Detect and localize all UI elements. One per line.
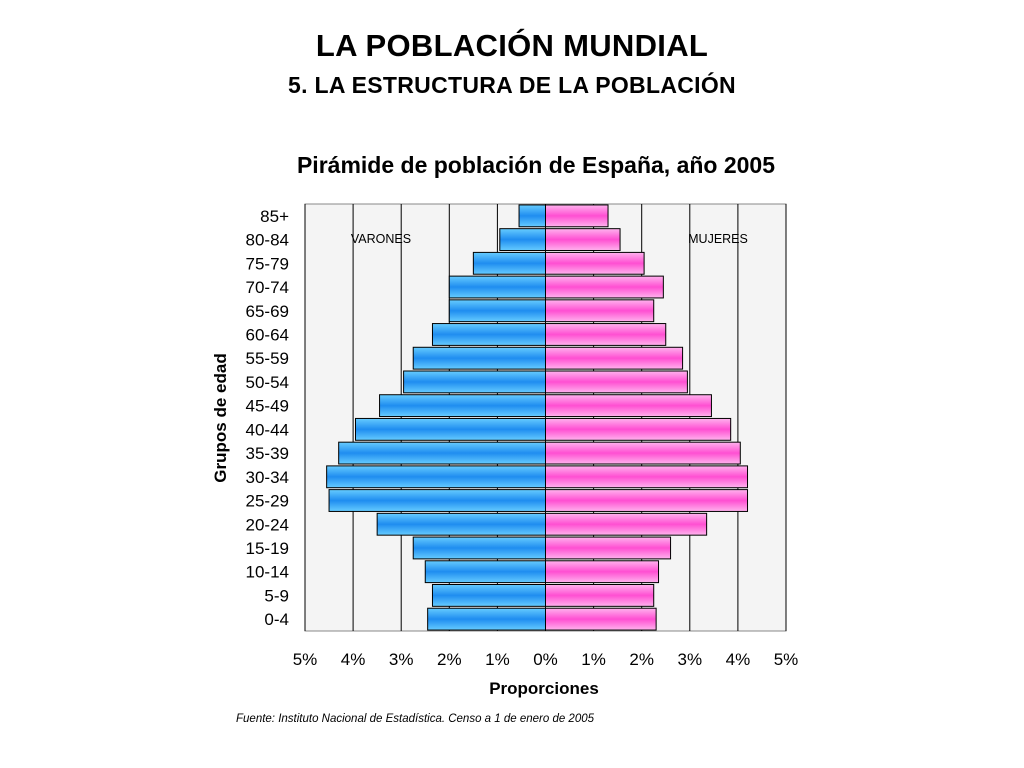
x-tick-label: 3% [389, 650, 414, 669]
bar-mujeres-60-64 [545, 323, 667, 346]
y-tick-label: 45-49 [246, 397, 289, 416]
bar-varones-30-34 [326, 465, 546, 489]
bar-mujeres-70-74 [545, 275, 664, 299]
bar-mujeres-0-4 [545, 607, 657, 631]
bar-varones-15-19 [412, 536, 546, 560]
y-tick-label: 10-14 [246, 563, 289, 582]
bar-varones-10-14 [424, 560, 546, 584]
y-tick-label: 85+ [260, 207, 289, 226]
y-tick-label: 15-19 [246, 539, 289, 558]
x-tick-label: 2% [629, 650, 654, 669]
x-tick-label: 0% [533, 650, 558, 669]
bar-varones-75-79 [472, 251, 547, 275]
bar-varones-35-39 [338, 441, 547, 465]
bar-mujeres-85+ [545, 204, 609, 228]
y-tick-label: 55-59 [246, 349, 289, 368]
bar-mujeres-15-19 [545, 536, 672, 560]
bar-varones-25-29 [328, 489, 546, 512]
grid-lines [304, 204, 787, 631]
bar-mujeres-55-59 [545, 346, 684, 370]
bar-varones-20-24 [376, 512, 546, 536]
bar-mujeres-80-84 [545, 228, 621, 251]
bar-mujeres-25-29 [545, 489, 749, 512]
y-tick-label: 65-69 [246, 302, 289, 321]
x-tick-label: 1% [581, 650, 606, 669]
bar-varones-70-74 [448, 275, 546, 299]
y-tick-label: 5-9 [264, 586, 289, 605]
bar-varones-45-49 [379, 394, 546, 418]
bars [326, 204, 749, 631]
bar-varones-60-64 [431, 323, 546, 346]
y-tick-labels: 0-4 5-9 10-14 15-19 20-24 25-29 30-34 35-39 40-4… [246, 207, 290, 629]
y-tick-label: 0-4 [264, 610, 289, 629]
x-axis-label: Proporciones [489, 679, 599, 698]
bar-mujeres-10-14 [545, 560, 660, 584]
bar-varones-50-54 [403, 370, 547, 394]
y-tick-label: 50-54 [246, 373, 289, 392]
y-tick-label: 75-79 [246, 254, 289, 273]
y-tick-label: 40-44 [246, 420, 289, 439]
x-tick-label: 5% [293, 650, 318, 669]
bar-varones-55-59 [412, 346, 546, 370]
x-tick-label: 4% [341, 650, 366, 669]
bar-mujeres-65-69 [545, 299, 655, 323]
slide-title: LA POBLACIÓN MUNDIAL [315, 28, 709, 63]
y-axis-label: Grupos de edad [211, 353, 230, 482]
y-tick-label: 20-24 [246, 515, 289, 534]
source-note: Fuente: Instituto Nacional de Estadístic… [236, 713, 595, 725]
bar-mujeres-75-79 [545, 251, 645, 275]
bar-varones-65-69 [448, 299, 546, 323]
x-tick-label: 1% [485, 650, 510, 669]
y-tick-label: 25-29 [246, 492, 289, 511]
bar-mujeres-20-24 [545, 512, 708, 536]
bar-mujeres-30-34 [545, 465, 749, 489]
x-tick-label: 4% [726, 650, 751, 669]
y-tick-label: 30-34 [246, 468, 289, 487]
y-tick-label: 60-64 [246, 325, 289, 344]
series-label-varones: VARONES [351, 232, 411, 246]
bar-mujeres-40-44 [545, 417, 732, 441]
x-tick-labels: 5% 4% 3% 2% 1% 0% 1% 2% 3% 4% 5% [293, 650, 799, 669]
chart-title: Pirámide de población de España, año 200… [297, 152, 775, 178]
bar-varones-85+ [518, 204, 546, 228]
bar-mujeres-35-39 [545, 441, 741, 465]
slide-subtitle: 5. LA ESTRUCTURA DE LA POBLACIÓN [288, 72, 736, 98]
y-tick-label: 70-74 [246, 278, 289, 297]
x-tick-label: 2% [437, 650, 462, 669]
x-tick-label: 5% [774, 650, 799, 669]
bar-varones-40-44 [355, 417, 546, 441]
bar-mujeres-50-54 [545, 370, 688, 394]
y-tick-label: 35-39 [246, 444, 289, 463]
bar-varones-5-9 [431, 584, 546, 607]
x-tick-label: 3% [678, 650, 703, 669]
y-tick-label: 80-84 [246, 231, 289, 250]
bar-varones-80-84 [499, 228, 546, 251]
series-label-mujeres: MUJERES [688, 232, 748, 246]
bar-mujeres-5-9 [545, 584, 655, 607]
bar-mujeres-45-49 [545, 394, 712, 418]
bar-varones-0-4 [427, 607, 546, 631]
